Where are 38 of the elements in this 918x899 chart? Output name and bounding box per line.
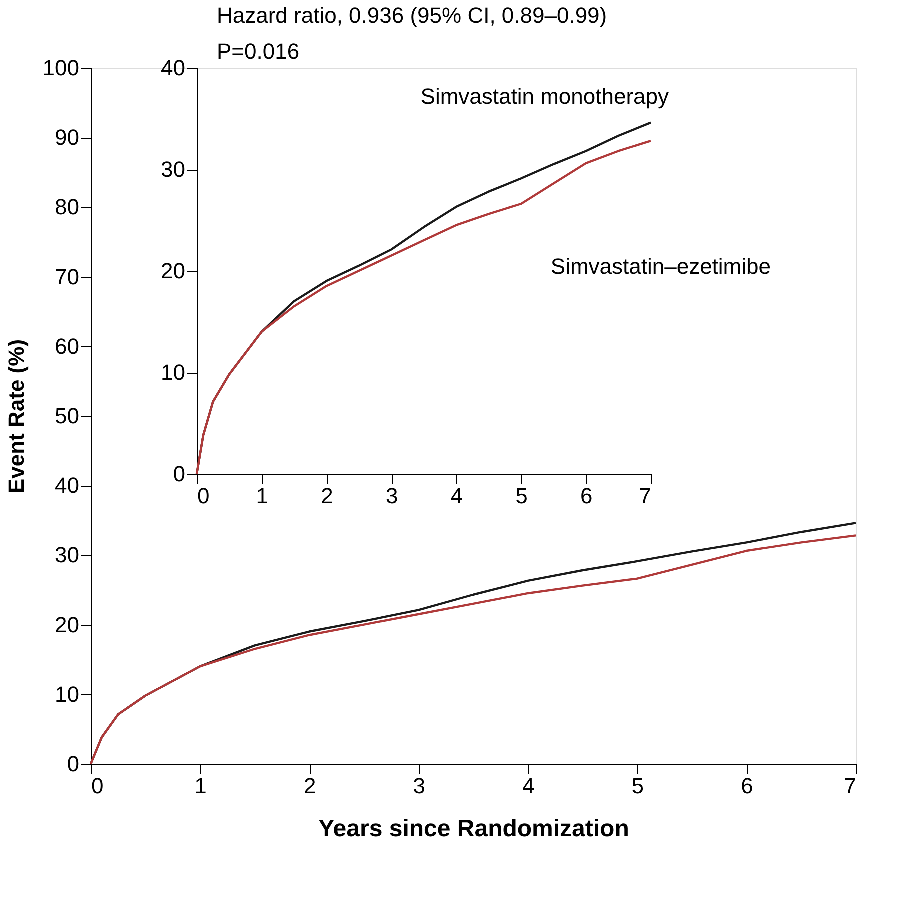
y-tick-label: 10 <box>55 682 80 707</box>
y-tick-label: 50 <box>55 404 80 428</box>
x-tick-label: 0 <box>92 774 104 798</box>
y-tick-label: 60 <box>55 334 80 359</box>
x-tick-label: 1 <box>256 484 268 508</box>
y-tick-label: 100 <box>42 56 80 80</box>
y-tick-label: 10 <box>161 360 186 385</box>
x-tick-label: 1 <box>194 774 207 798</box>
x-tick-label: 0 <box>198 484 210 508</box>
text: Simvastatin–ezetimibe <box>550 254 771 280</box>
y-tick-label: 20 <box>161 258 186 284</box>
x-tick-label: 4 <box>522 774 535 798</box>
y-tick-label: 20 <box>55 612 80 638</box>
x-tick-label: 7 <box>639 484 652 508</box>
text: Hazard ratio, 0.936 (95% CI, 0.89–0.99) <box>217 3 608 28</box>
x-tick-label: 6 <box>741 774 754 798</box>
x-tick-label: 5 <box>632 774 644 798</box>
series-label: Simvastatin monotherapy <box>420 84 669 109</box>
x-tick-label: 2 <box>304 774 316 798</box>
y-axis-title: Event Rate (%) <box>4 339 29 494</box>
y-tick-label: 40 <box>161 56 186 80</box>
x-axis-title: Years since Randomization <box>318 816 630 842</box>
x-tick-label: 2 <box>321 484 334 508</box>
y-tick-label: 0 <box>67 752 80 776</box>
x-tick-label: 7 <box>844 774 856 798</box>
text: P=0.016 <box>217 39 300 64</box>
x-tick-label: 3 <box>386 484 398 508</box>
y-tick-label: 80 <box>55 194 80 220</box>
x-tick-label: 3 <box>413 774 426 798</box>
x-tick-label: 4 <box>450 484 464 508</box>
x-tick-label: 6 <box>580 484 593 508</box>
y-tick-label: 30 <box>161 157 186 182</box>
y-tick-label: 40 <box>55 473 80 498</box>
x-tick-label: 5 <box>516 484 528 508</box>
y-tick-label: 0 <box>173 462 186 486</box>
y-tick-label: 90 <box>55 125 80 150</box>
y-tick-label: 70 <box>55 264 80 290</box>
y-tick-label: 30 <box>55 542 80 568</box>
